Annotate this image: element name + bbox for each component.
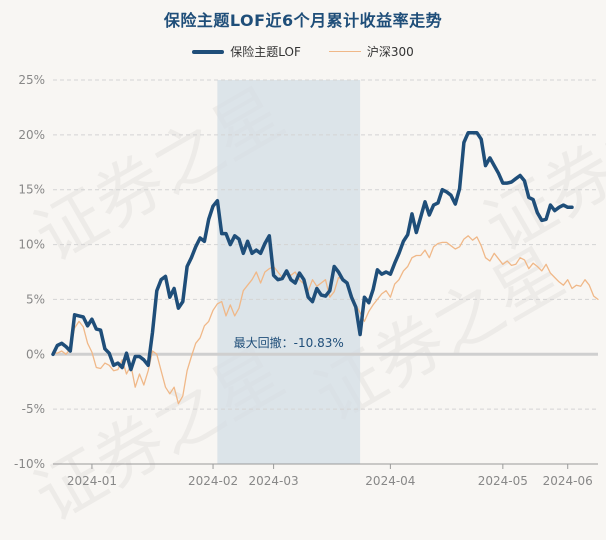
legend-item-fund[interactable]: 保险主题LOF [192,43,301,60]
y-tick-label: 10% [18,238,45,252]
y-tick-label: 20% [18,128,45,142]
line-chart: -10% -5% 0% 5% 10% 15% 20% 25% 2024-01 2024-02 202… [14,73,599,488]
y-tick-label: 15% [18,183,45,197]
x-tick-label: 2024-03 [249,474,299,488]
legend-swatch-fund [192,49,225,54]
series-line-fund [51,130,574,372]
chart-title: 保险主题LOF近6个月累计收益率走势 [163,11,443,30]
x-tick-label: 2024-02 [188,474,238,488]
y-tick-label: 5% [26,292,45,306]
legend-label-benchmark: 沪深300 [366,45,414,59]
series-line-benchmark [52,235,599,405]
x-tick-label: 2024-05 [478,474,528,488]
x-tick-label: 2024-06 [543,474,593,488]
y-tick-label: 25% [18,73,45,87]
y-tick-label: -5% [22,402,45,416]
legend-label-fund: 保险主题LOF [230,45,301,59]
x-tick-label: 2024-04 [365,474,415,488]
drawdown-label: 最大回撤：-10.83% [234,335,344,350]
y-tick-label: 0% [26,347,45,361]
legend-swatch-benchmark [328,50,361,53]
y-tick-label: -10% [14,457,45,471]
legend-item-benchmark[interactable]: 沪深300 [328,43,414,60]
x-tick-label: 2024-01 [67,474,117,488]
chart-legend: 保险主题LOF 沪深300 [0,43,606,60]
